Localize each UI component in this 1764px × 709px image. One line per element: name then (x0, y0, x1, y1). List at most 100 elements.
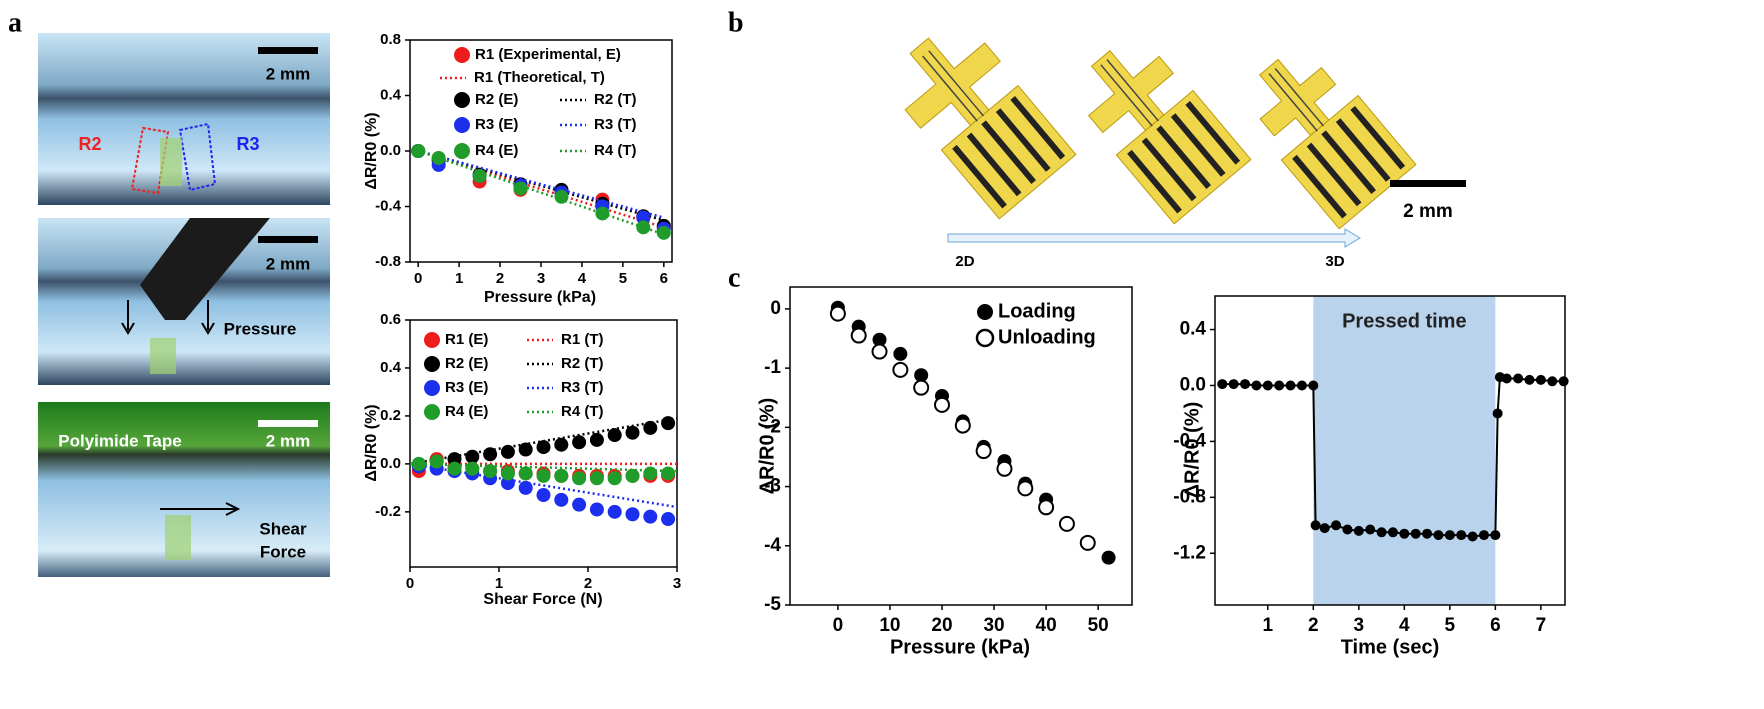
scale-bar (258, 47, 318, 54)
sensor-2d (904, 37, 1077, 220)
panel-label: a (8, 7, 22, 38)
legend-marker (424, 332, 440, 348)
legend-marker (424, 404, 440, 420)
photo-label: Shear (259, 519, 307, 538)
x-tick-label: 1 (455, 270, 463, 287)
data-point (1217, 379, 1228, 390)
x-tick-label: 2 (1308, 615, 1319, 636)
data-point (607, 428, 622, 443)
scale-bar (1390, 180, 1466, 187)
legend-label: R1 (T) (561, 331, 604, 348)
legend-label: R3 (E) (445, 379, 488, 396)
sensor-3d (1259, 58, 1417, 230)
data-point (1353, 525, 1364, 536)
legend-label: R1 (Experimental, E) (475, 46, 621, 63)
y-tick-label: 0.6 (380, 311, 401, 328)
y-tick-label: 0.2 (380, 407, 401, 424)
x-tick-label: 7 (1536, 615, 1547, 636)
data-point (1558, 376, 1569, 387)
data-point (572, 435, 587, 450)
data-point (465, 461, 480, 476)
data-point (447, 461, 462, 476)
legend-label: R4 (T) (561, 403, 604, 420)
legend-marker (977, 304, 993, 320)
legend-label: R2 (E) (475, 91, 518, 108)
legend-marker (454, 117, 470, 133)
data-point (1490, 530, 1501, 541)
data-point (913, 379, 930, 396)
x-tick-label: 6 (660, 270, 668, 287)
x-axis-label: Pressure (kPa) (484, 289, 596, 306)
data-point (500, 444, 515, 459)
data-point (589, 432, 604, 447)
data-point (1331, 520, 1342, 531)
data-point (1456, 530, 1467, 541)
data-point (954, 417, 971, 434)
x-tick-label: 5 (1445, 615, 1456, 636)
data-point (1319, 523, 1330, 534)
legend-marker (975, 328, 995, 348)
data-point (1079, 534, 1096, 551)
arrow-start: 2D (955, 253, 974, 270)
legend-label: Loading (998, 300, 1076, 322)
x-tick-label: 50 (1088, 615, 1109, 636)
data-point (1251, 380, 1262, 391)
data-point (1524, 374, 1535, 385)
data-point (595, 206, 610, 221)
data-point (465, 449, 480, 464)
data-point (1285, 380, 1296, 391)
x-tick-label: 5 (619, 270, 627, 287)
photo-label: R2 (78, 134, 101, 154)
x-axis-label: Time (sec) (1341, 636, 1440, 658)
x-tick-label: 1 (495, 575, 503, 592)
data-point (589, 502, 604, 517)
data-point (572, 471, 587, 486)
data-point (1547, 376, 1558, 387)
x-tick-label: 1 (1263, 615, 1274, 636)
data-point (1038, 499, 1055, 516)
data-point (1535, 374, 1546, 385)
data-point (872, 332, 887, 347)
data-point (643, 466, 658, 481)
data-point (429, 454, 444, 469)
data-point (661, 512, 676, 527)
legend-label: R4 (T) (594, 142, 637, 159)
x-tick-label: 2 (496, 270, 504, 287)
sensor (160, 138, 182, 186)
data-point (914, 368, 929, 383)
y-tick-label: -4 (764, 535, 781, 556)
x-tick-label: 0 (406, 575, 414, 592)
y-tick-label: -5 (764, 594, 781, 615)
data-point (536, 440, 551, 455)
theory-line (417, 149, 665, 236)
x-tick-label: 4 (1399, 615, 1410, 636)
shear-arrow (160, 502, 241, 516)
x-tick-label: 2 (584, 575, 592, 592)
theory-line (417, 149, 665, 229)
data-point (589, 471, 604, 486)
data-point (643, 420, 658, 435)
data-point (661, 466, 676, 481)
scale-label: 2 mm (266, 64, 310, 83)
data-point (1387, 527, 1398, 538)
data-point (656, 225, 671, 240)
scale-label: 2 mm (266, 254, 310, 273)
data-point (636, 210, 651, 225)
data-point (536, 468, 551, 483)
y-tick-label: -0.8 (1173, 486, 1206, 507)
y-tick-label: -0.2 (375, 503, 401, 520)
y-tick-label: -2 (764, 416, 781, 437)
data-point (1310, 520, 1321, 531)
legend-label: R3 (E) (475, 116, 518, 133)
panel-a-photos: 2 mm R2 R3 2 mm Pressure Polyimide Tape … (38, 33, 330, 577)
legend-label: R1 (Theoretical, T) (474, 69, 605, 86)
r3-outline (178, 122, 217, 192)
data-point (513, 181, 528, 196)
y-tick-label: -1 (764, 357, 781, 378)
legend-marker (454, 47, 470, 63)
pressure-arrows (121, 300, 215, 335)
x-tick-label: 30 (983, 615, 1004, 636)
data-point (1308, 380, 1319, 391)
legend-label: R3 (T) (561, 379, 604, 396)
y-tick-label: 0.4 (1180, 319, 1207, 340)
